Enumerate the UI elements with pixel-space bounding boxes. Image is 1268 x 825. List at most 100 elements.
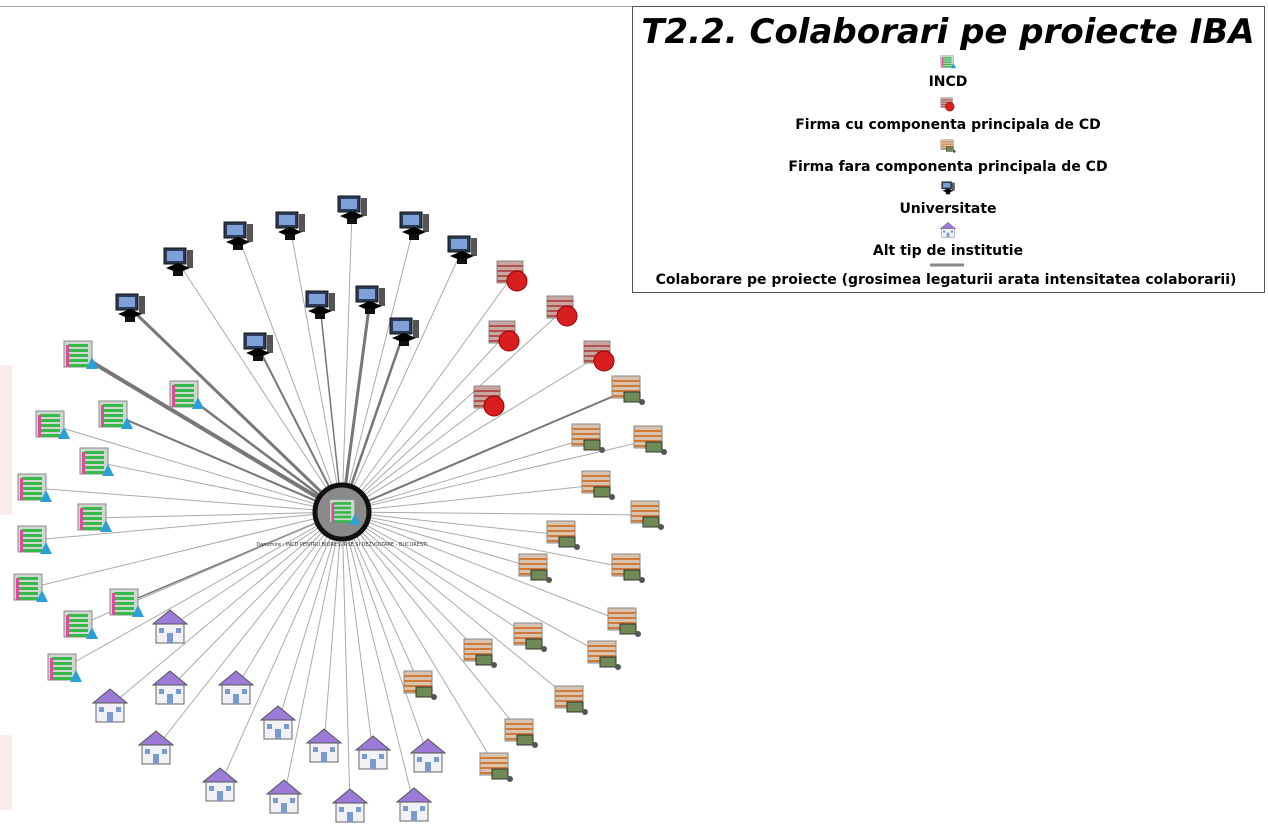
coin [582, 709, 588, 715]
money [584, 440, 600, 450]
stripe [464, 643, 492, 645]
money [531, 570, 547, 580]
tower [952, 183, 955, 191]
stripe [612, 563, 640, 565]
seal [484, 396, 504, 416]
edge-strip [0, 735, 12, 810]
screen [403, 215, 419, 225]
window-row [84, 451, 104, 454]
money [946, 147, 953, 152]
center-label: Denumire : INCD PENTRU BIORESURSE SI DEZ… [256, 542, 427, 548]
legend-label: Universitate [899, 201, 996, 217]
screen [359, 289, 375, 299]
coin [609, 494, 615, 500]
cap-base [399, 341, 409, 346]
window-row [68, 349, 88, 352]
window-row [943, 66, 952, 67]
stripe [631, 510, 659, 512]
screen [227, 225, 243, 235]
stripe [480, 762, 508, 764]
window-row [52, 657, 72, 660]
window [145, 749, 150, 754]
money [620, 624, 636, 634]
door [275, 729, 281, 739]
stripe [514, 627, 542, 629]
legend-title: T2.2. Colaborari pe proiecte IBA [641, 12, 1254, 52]
window [159, 689, 164, 694]
door [370, 759, 376, 769]
window-row [68, 629, 88, 632]
coin [635, 631, 641, 637]
cap-base [233, 245, 243, 250]
door [167, 694, 173, 704]
window-row [40, 419, 60, 422]
coin [491, 662, 497, 668]
window-row [84, 466, 104, 469]
stripe [612, 380, 640, 382]
legend-label: Alt tip de institutie [873, 243, 1023, 259]
pillar [50, 658, 53, 680]
pillar [112, 593, 115, 615]
window [403, 806, 408, 811]
cap-base [946, 192, 951, 194]
stripe [941, 100, 953, 101]
pillar [66, 345, 69, 367]
window-row [114, 607, 134, 610]
window-row [333, 520, 351, 523]
tower [379, 288, 385, 306]
window-row [103, 424, 123, 427]
window [379, 754, 384, 759]
cap-base [457, 259, 467, 264]
window-row [18, 592, 38, 595]
money [600, 657, 616, 667]
coin [532, 742, 538, 748]
stripe [582, 475, 610, 477]
window-row [18, 597, 38, 600]
window-row [52, 662, 72, 665]
stripe [404, 675, 432, 677]
window-row [18, 582, 38, 585]
pillar [80, 508, 83, 530]
window-row [943, 59, 952, 60]
stripe [608, 612, 636, 614]
legend-label: Colaborare pe proiecte (grosimea legatur… [656, 272, 1237, 288]
stripe [584, 345, 610, 347]
window-row [68, 354, 88, 357]
window-row [22, 477, 42, 480]
door [107, 712, 113, 722]
window [99, 707, 104, 712]
network-diagram: T2.2. Colaborari pe proiecte IBA INCD Fi… [0, 0, 1268, 825]
window-row [40, 429, 60, 432]
window-row [68, 364, 88, 367]
seal [499, 331, 519, 351]
window-row [18, 577, 38, 580]
coin [507, 776, 513, 782]
stripe [519, 558, 547, 560]
pillar [172, 385, 175, 407]
window-row [103, 404, 123, 407]
window [226, 786, 231, 791]
window-row [333, 502, 351, 505]
cap-base [253, 356, 263, 361]
money [526, 639, 542, 649]
stripe [547, 525, 575, 527]
window-row [333, 516, 351, 519]
window-row [22, 534, 42, 537]
window-row [68, 359, 88, 362]
door [947, 233, 950, 238]
pillar [38, 415, 41, 437]
door [233, 694, 239, 704]
stripe [497, 265, 523, 267]
window [225, 689, 230, 694]
door [153, 754, 159, 764]
stripe [505, 723, 533, 725]
window-row [18, 587, 38, 590]
stripe [555, 690, 583, 692]
coin [431, 694, 437, 700]
coin [953, 150, 956, 153]
window-row [68, 634, 88, 637]
window-row [22, 549, 42, 552]
window-row [82, 527, 102, 530]
window [356, 807, 361, 812]
window-row [40, 424, 60, 427]
